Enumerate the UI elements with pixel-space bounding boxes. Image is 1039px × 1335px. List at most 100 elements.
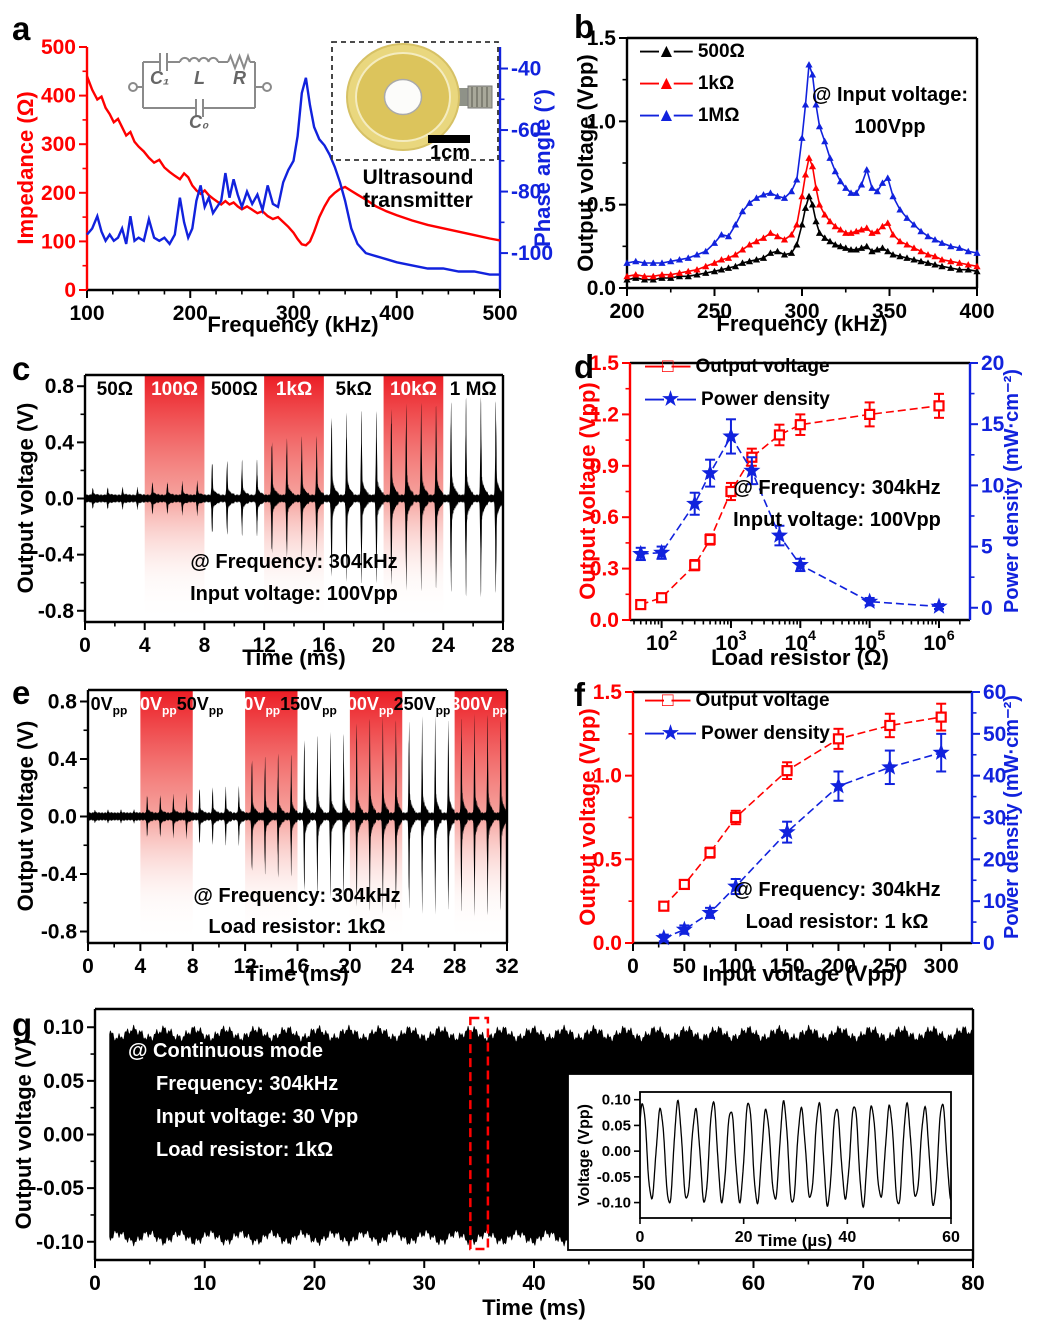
svg-text:0.4: 0.4 (45, 431, 75, 454)
panel-a-ylabel-left: Impedance (Ω) (13, 91, 39, 245)
svg-text:60: 60 (983, 681, 1006, 704)
panel-g-xlabel: Time (ms) (482, 1295, 586, 1320)
legend-item: —□— Output voltage (645, 690, 830, 712)
svg-text:300: 300 (41, 133, 76, 156)
svg-text:80: 80 (961, 1272, 984, 1295)
panel-c-segment-labels: 50Ω 100Ω 500Ω 1kΩ 5kΩ 10kΩ 1 MΩ (85, 379, 503, 401)
svg-text:10: 10 (981, 474, 1004, 497)
svg-text:0.05: 0.05 (43, 1070, 84, 1093)
svg-text:50: 50 (632, 1272, 655, 1295)
panel-c-chart: 0 4 8 12 16 20 24 28 -0.8 -0.4 0.0 0.4 0.8 (38, 373, 515, 657)
legend-label: Power density (701, 722, 830, 744)
panel-e-annotation-1: @ Frequency: 304kHz (193, 885, 401, 907)
legend-item: —★— Power density (645, 388, 830, 411)
svg-text:-0.4: -0.4 (38, 544, 75, 567)
segment-label: 5kΩ (335, 379, 372, 400)
circuit-label-c0: C₀ (189, 112, 210, 132)
svg-text:24: 24 (391, 955, 415, 978)
legend-item: —★— Power density (645, 722, 830, 745)
segment-label: 150Vpp (280, 694, 337, 718)
axes: 0 10 20 30 40 50 60 70 80 -0.10 -0.05 0.00 0.05 0.10 (36, 1007, 985, 1295)
panel-b-chart: 200 250 300 350 400 0.0 0.5 1.0 1.5 (587, 27, 995, 323)
svg-text:-80: -80 (511, 181, 541, 204)
svg-text:250: 250 (697, 300, 732, 323)
svg-text:30: 30 (983, 807, 1006, 830)
transmitter-photo-inset (331, 41, 499, 161)
svg-text:12: 12 (252, 634, 275, 657)
segment-label: 200Vpp (336, 694, 394, 718)
inset-axes: 0 20 40 60 -0.10 -0.05 0.00 0.05 0.10 (597, 1091, 960, 1246)
panel-e-segment-labels: 0Vpp 30Vpp 50Vpp 100Vpp 150Vpp 200Vpp 250Vpp 30… (88, 694, 507, 718)
svg-text:50: 50 (673, 955, 696, 978)
panel-g-inset-xlabel: Time (µs) (757, 1231, 833, 1250)
svg-text:0.10: 0.10 (602, 1092, 631, 1109)
panel-a-letter: a (12, 10, 31, 47)
svg-text:0: 0 (82, 955, 94, 978)
svg-text:500: 500 (41, 36, 76, 59)
panel-f-chart: 0 50 100 150 200 250 300 0.0 0.5 1.0 1.5 0 10 20 30 40 5… (593, 681, 1007, 978)
svg-text:10: 10 (983, 890, 1006, 913)
svg-text:30: 30 (413, 1272, 436, 1295)
svg-text:-0.10: -0.10 (597, 1195, 631, 1212)
panel-b-xlabel: Frequency (kHz) (716, 311, 888, 336)
svg-text:1.5: 1.5 (587, 27, 617, 50)
panel-d-ylabel-left: Output voltage (Vpp) (575, 382, 601, 600)
panel-g-chart: 0 10 20 30 40 50 60 70 80-0.10-0.050.000.050.100… (36, 1007, 985, 1295)
panel-g-letter: g (12, 1006, 33, 1043)
waveform (88, 713, 507, 917)
svg-text:0: 0 (64, 279, 76, 302)
svg-text:1.0: 1.0 (587, 110, 616, 133)
svg-text:200: 200 (821, 955, 856, 978)
segment-label: 300Vpp (450, 694, 507, 718)
waveform (85, 396, 503, 598)
svg-text:24: 24 (432, 634, 456, 657)
svg-text:20: 20 (983, 848, 1006, 871)
series-1kΩ (623, 154, 981, 280)
segment-label: 50Ω (96, 379, 134, 400)
legend-item: —▲— 500Ω (640, 41, 745, 63)
segment-label: 10kΩ (389, 379, 437, 400)
svg-text:150: 150 (770, 955, 805, 978)
svg-text:-40: -40 (511, 58, 541, 81)
svg-text:0.05: 0.05 (602, 1117, 631, 1134)
svg-text:40: 40 (522, 1272, 545, 1295)
panel-f-annotation-1: @ Frequency: 304kHz (733, 879, 941, 901)
segment-label: 50Vpp (176, 694, 224, 718)
svg-text:-0.8: -0.8 (38, 600, 75, 623)
svg-text:0.5: 0.5 (587, 194, 617, 217)
segment-label: 100Ω (151, 379, 199, 400)
legend-marker-icon: —▲— (640, 73, 693, 94)
series-output-voltage (658, 702, 947, 912)
svg-text:0: 0 (983, 932, 995, 955)
series-impedance (85, 75, 501, 247)
panel-c-ylabel: Output voltage (V) (13, 402, 39, 594)
svg-text:0: 0 (981, 597, 993, 620)
svg-text:300: 300 (784, 300, 819, 323)
panel-g-annotation-2: Frequency: 304kHz (156, 1073, 339, 1095)
svg-text:200: 200 (609, 300, 644, 323)
photo-caption-line1: Ultrasound (362, 166, 474, 189)
panel-g-annotation-4: Load resistor: 1kΩ (156, 1139, 334, 1161)
svg-text:70: 70 (852, 1272, 875, 1295)
panel-c-annotation-1: @ Frequency: 304kHz (190, 551, 398, 573)
axes: 0 4 8 12 16 20 24 28 -0.8 -0.4 0.0 0.4 0.8 (38, 373, 515, 657)
legend-label: Power density (701, 388, 830, 410)
series-power-density (632, 418, 948, 614)
svg-text:20: 20 (981, 352, 1004, 375)
zoom-region-box (469, 1016, 490, 1251)
svg-text:-0.4: -0.4 (41, 863, 78, 886)
panel-b-annotation-2: 100Vpp (854, 116, 926, 138)
svg-text:0.0: 0.0 (587, 277, 616, 300)
circuit-label-r: R (233, 68, 246, 88)
panel-f-ylabel-left: Output voltage (Vpp) (575, 708, 601, 926)
panel-b-letter: b (574, 8, 595, 45)
svg-text:60: 60 (742, 1272, 765, 1295)
panel-f-annotation-2: Load resistor: 1 kΩ (745, 911, 929, 933)
svg-text:50: 50 (983, 723, 1006, 746)
svg-text:0.0: 0.0 (593, 932, 622, 955)
segment-label: 1kΩ (275, 379, 313, 400)
svg-text:1.5: 1.5 (593, 681, 623, 704)
svg-text:0.0: 0.0 (48, 806, 77, 829)
svg-text:0.6: 0.6 (590, 506, 619, 529)
